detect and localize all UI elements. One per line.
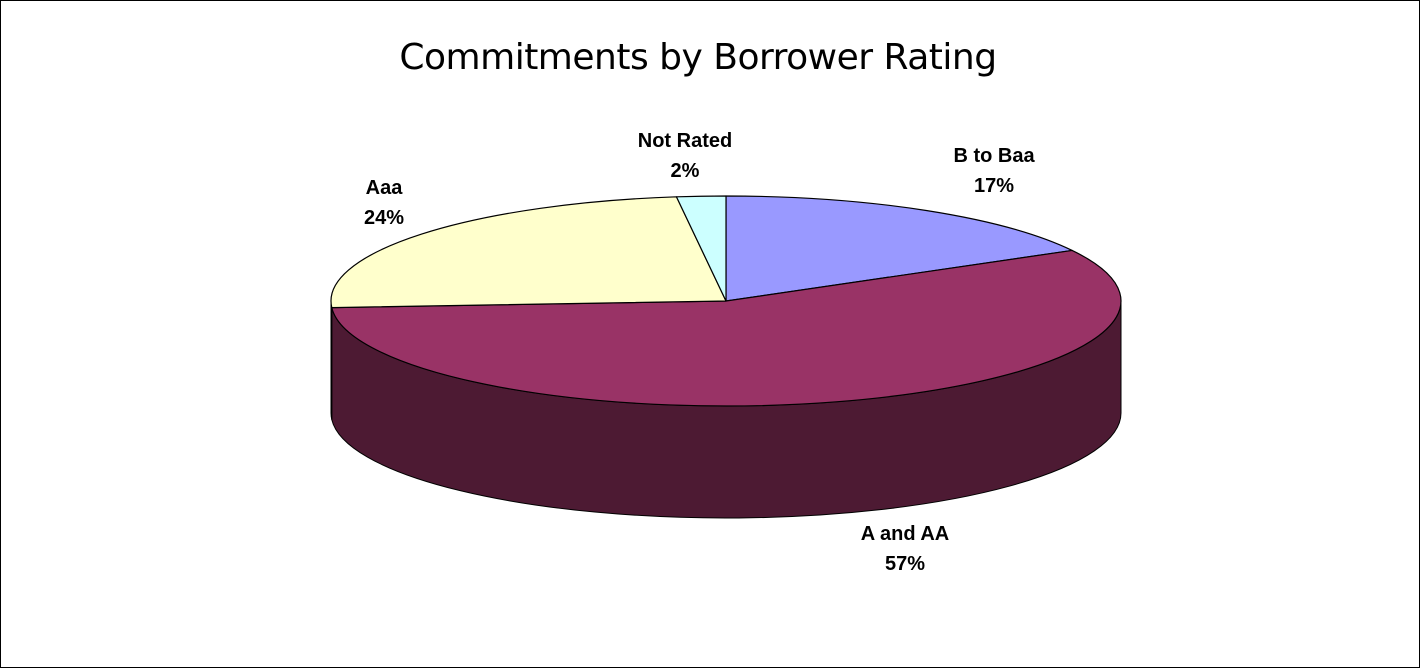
slice-label-aaa: Aaa 24% <box>284 173 484 233</box>
slice-label-b-to-baa: B to Baa 17% <box>894 141 1094 201</box>
slice-value: 57% <box>884 553 926 575</box>
slice-not-rated <box>675 195 727 302</box>
chart-title: Commitments by Borrower Rating <box>399 37 997 78</box>
slice-label-not-rated: Not Rated 2% <box>585 126 785 186</box>
slice-name: Aaa <box>365 177 403 199</box>
slice-value: 24% <box>363 207 405 229</box>
slice-value: 2% <box>670 160 700 182</box>
slice-name: A and AA <box>860 523 950 545</box>
pie-tops <box>330 195 1122 407</box>
slice-a-and-aa <box>331 249 1122 407</box>
slice-value: 17% <box>973 175 1015 197</box>
slice-name: B to Baa <box>953 145 1035 167</box>
slice-label-a-and-aa: A and AA 57% <box>805 519 1005 579</box>
slice-b-to-baa <box>725 195 1073 302</box>
slice-name: Not Rated <box>637 130 733 152</box>
slice-side-aaa <box>330 300 333 420</box>
slice-aaa <box>330 196 727 309</box>
